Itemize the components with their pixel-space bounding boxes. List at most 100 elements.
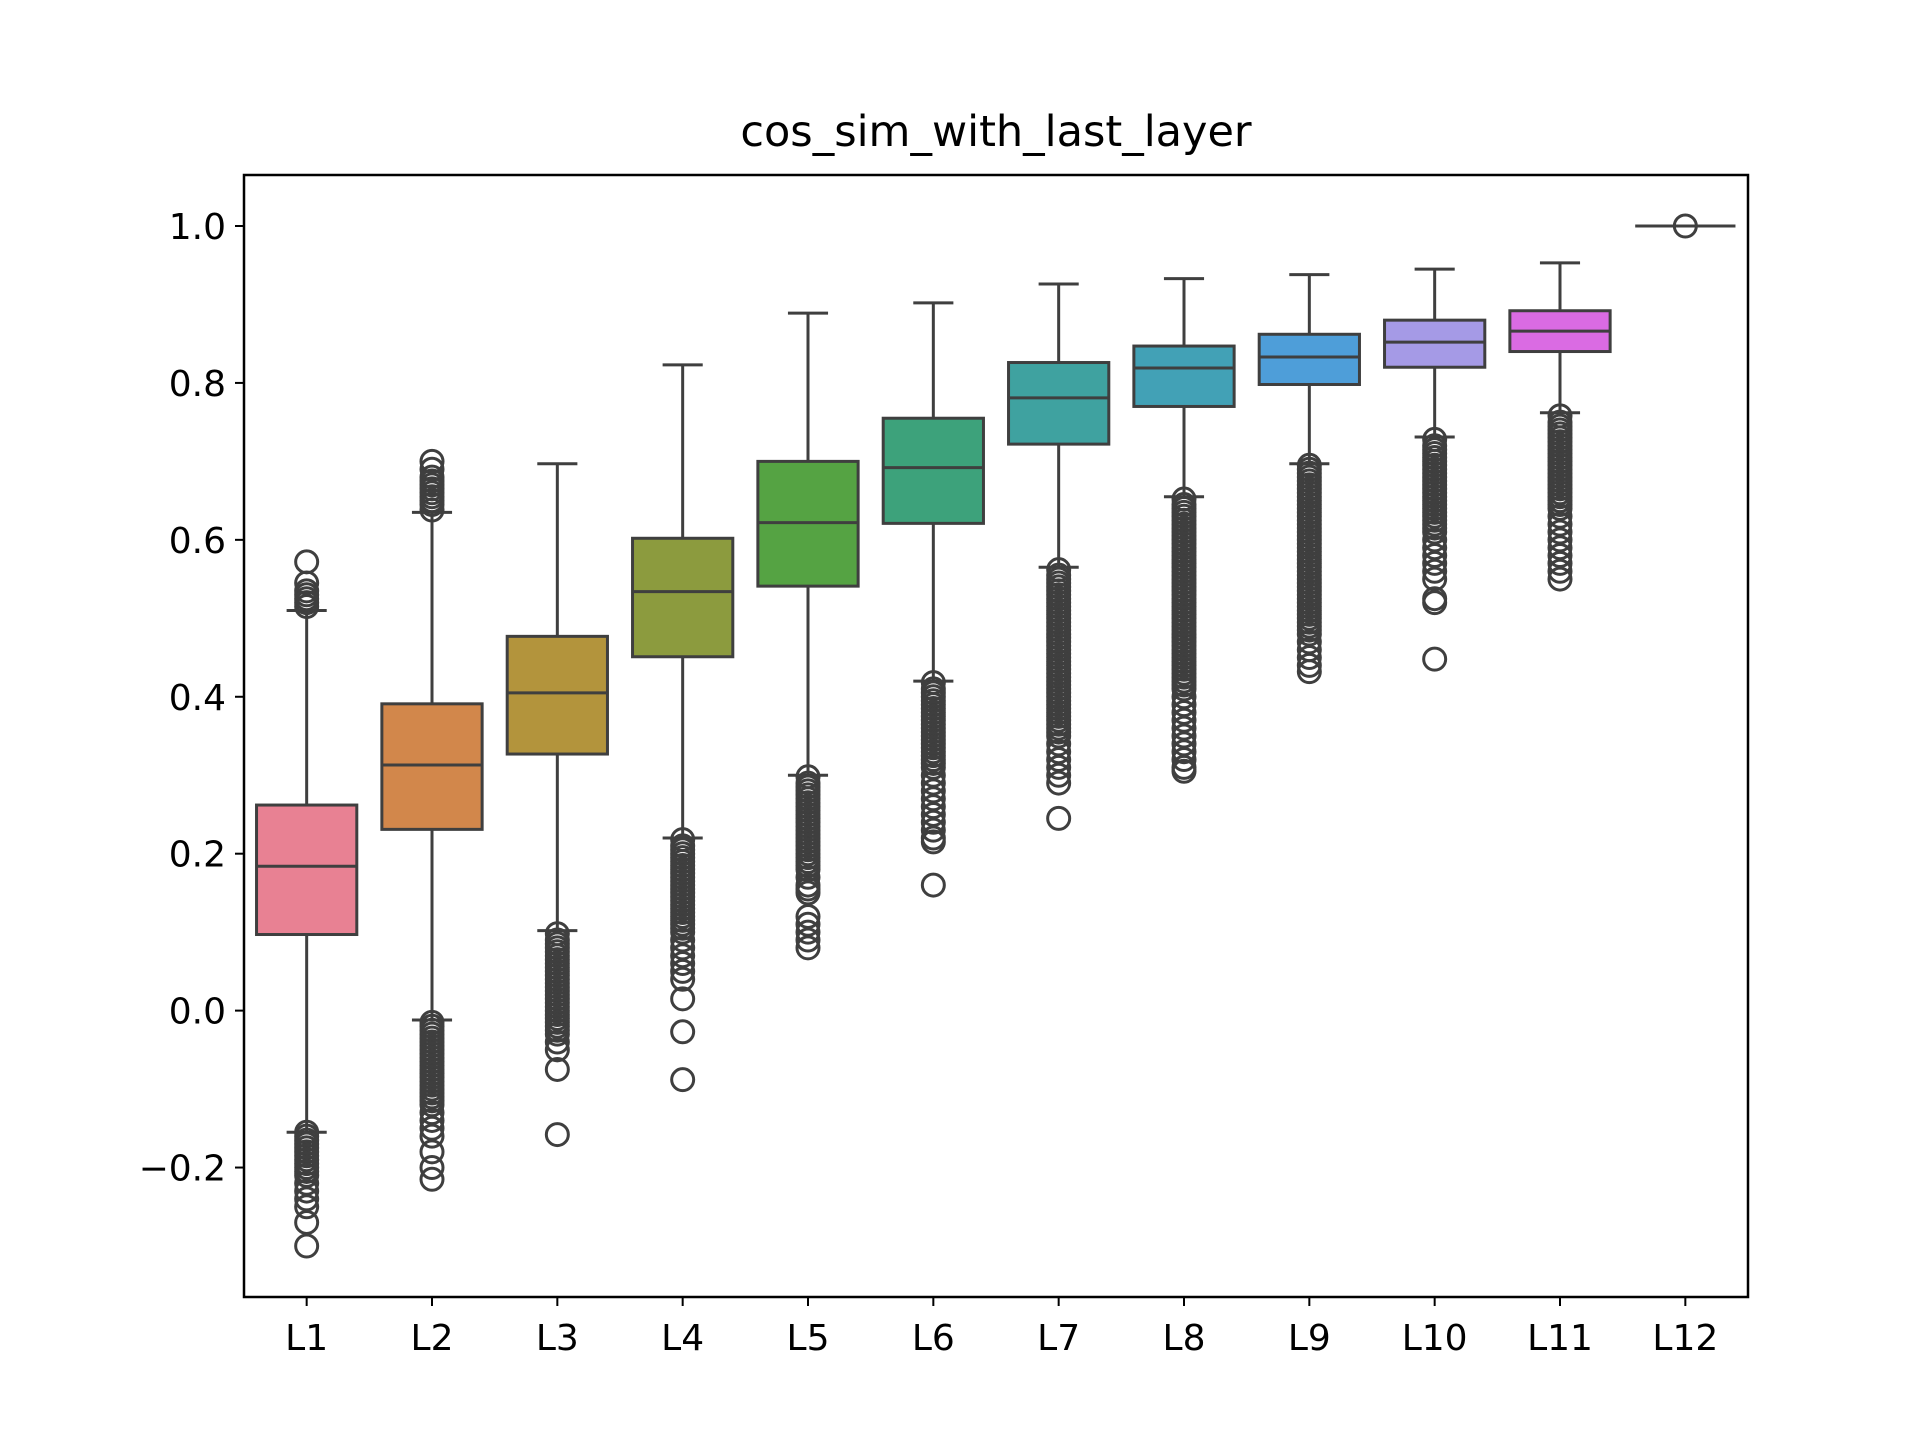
x-tick-label: L1 <box>285 1318 328 1359</box>
outlier-point <box>294 1162 320 1188</box>
outlier-point <box>920 762 946 788</box>
outlier-point <box>419 1107 445 1133</box>
outlier-point <box>544 1122 570 1148</box>
box <box>380 702 484 831</box>
outlier-point <box>1422 543 1448 569</box>
outlier-point <box>419 1155 445 1181</box>
x-tick-label: L4 <box>661 1318 704 1359</box>
outlier-point <box>1422 527 1448 553</box>
outlier-point <box>1046 739 1072 765</box>
outlier-point <box>419 1092 445 1118</box>
box-group-l2 <box>380 448 484 1192</box>
outlier-point <box>294 1233 320 1259</box>
outlier-point <box>1046 731 1072 757</box>
outlier-point <box>1422 519 1448 545</box>
outlier-point <box>1046 762 1072 788</box>
outlier-point <box>670 958 696 984</box>
outlier-point <box>1171 758 1197 784</box>
outlier-point <box>1422 646 1448 672</box>
boxes-layer <box>255 213 1736 1259</box>
outlier-point <box>294 1170 320 1196</box>
outlier-point <box>920 794 946 820</box>
box <box>1132 344 1236 408</box>
outlier-point <box>670 935 696 961</box>
outlier-point <box>544 1029 570 1055</box>
outlier-point <box>1296 645 1322 671</box>
outlier-point <box>1171 731 1197 757</box>
outlier-point <box>1171 739 1197 765</box>
outlier-point <box>1046 770 1072 796</box>
outlier-point <box>1296 629 1322 655</box>
outlier-point <box>1171 676 1197 702</box>
outlier-point <box>1422 558 1448 584</box>
y-tick-label: 0.8 <box>169 364 226 405</box>
outlier-point <box>1296 621 1322 647</box>
outlier-point <box>795 880 821 906</box>
outlier-point <box>1171 723 1197 749</box>
outlier-point <box>920 817 946 843</box>
outlier-point <box>795 856 821 882</box>
outlier-point <box>920 872 946 898</box>
box <box>631 536 735 659</box>
outlier-point <box>920 801 946 827</box>
x-tick-label: L8 <box>1163 1318 1206 1359</box>
outlier-point <box>1171 692 1197 718</box>
outlier-point <box>795 903 821 929</box>
outlier-point <box>670 986 696 1012</box>
outlier-point <box>294 1209 320 1235</box>
box-group-l7 <box>1007 282 1111 831</box>
outlier-point <box>1672 213 1698 239</box>
outlier-point <box>419 1139 445 1165</box>
outlier-point <box>419 1123 445 1149</box>
x-axis: L1 L2 L3 L4 L5 L6 L7 L8 L9 L10 L11 L12 <box>285 1297 1718 1359</box>
box-group-l8 <box>1132 277 1236 784</box>
outlier-point <box>544 1056 570 1082</box>
outlier-point <box>795 927 821 953</box>
x-tick-label: L6 <box>912 1318 955 1359</box>
outlier-point <box>920 754 946 780</box>
box <box>1007 361 1111 446</box>
x-tick-label: L7 <box>1037 1318 1080 1359</box>
outlier-point <box>1422 590 1448 616</box>
outlier-point <box>1296 659 1322 685</box>
outlier-point <box>1547 558 1573 584</box>
outlier-point <box>294 549 320 575</box>
box <box>1257 332 1361 386</box>
y-tick-label: −0.2 <box>139 1149 226 1190</box>
y-tick-label: 1.0 <box>169 207 226 248</box>
outlier-point <box>670 951 696 977</box>
outlier-point <box>1046 805 1072 831</box>
box-group-l6 <box>881 301 985 898</box>
box <box>505 634 609 756</box>
box-group-l4 <box>631 363 735 1093</box>
outlier-point <box>1046 754 1072 780</box>
box-group-l12 <box>1635 213 1736 239</box>
box-group-l9 <box>1257 273 1361 685</box>
outlier-point <box>1046 747 1072 773</box>
outlier-point <box>670 943 696 969</box>
outlier-point <box>1171 707 1197 733</box>
outlier-point <box>419 456 445 482</box>
box-group-l5 <box>756 311 860 961</box>
outlier-point <box>795 935 821 961</box>
box <box>255 803 359 937</box>
outlier-point <box>920 778 946 804</box>
box <box>881 416 985 525</box>
outlier-point <box>795 919 821 945</box>
outlier-point <box>419 1166 445 1192</box>
outlier-point <box>1547 511 1573 537</box>
outlier-point <box>1422 550 1448 576</box>
outlier-point <box>1171 747 1197 773</box>
outlier-point <box>920 770 946 796</box>
x-tick-label: L10 <box>1402 1318 1468 1359</box>
outlier-point <box>920 786 946 812</box>
outlier-point <box>294 1186 320 1212</box>
box-group-l11 <box>1508 261 1612 592</box>
outlier-point <box>795 864 821 890</box>
outlier-point <box>920 809 946 835</box>
chart-title: cos_sim_with_last_layer <box>740 107 1252 157</box>
x-tick-label: L5 <box>787 1318 830 1359</box>
outlier-point <box>670 966 696 992</box>
x-tick-label: L3 <box>536 1318 579 1359</box>
x-tick-label: L11 <box>1527 1318 1593 1359</box>
